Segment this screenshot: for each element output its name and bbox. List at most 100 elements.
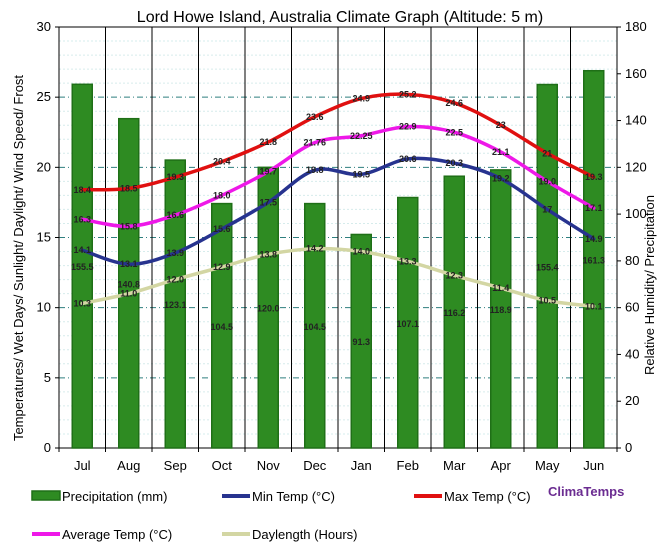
x-axis: Jul Aug Sep Oct Nov Dec Jan Feb Mar Apr May Jun [58,448,618,473]
left-tick-label: 5 [44,370,51,385]
legend-item-precipitation: Precipitation (mm) [31,489,167,504]
precipitation-bar [583,69,605,449]
chart-title: Lord Howe Island, Australia Climate Grap… [137,9,543,26]
min-temp-value-label: 14.9 [585,234,603,244]
max-temp-line [80,92,596,192]
average-temp-value-label: 15.8 [120,221,138,231]
precipitation-value-label: 140.8 [117,279,140,289]
min-temp-value-label: 20.6 [399,154,417,164]
min-temp-value-label: 19.2 [492,174,510,184]
min-temp-value-label: 19.8 [306,165,324,175]
x-tick-label: Aug [117,458,140,473]
average-temp-value-label: 21.76 [303,138,326,148]
right-axis-title: Relative Humidity/ Precipitation [642,195,657,375]
average-temp-series [80,124,596,229]
min-temp-line [80,156,596,266]
average-temp-value-label: 17.1 [585,203,603,213]
daylength-line [80,246,596,309]
left-axis-title: Temperatures/ Wet Days/ Sunlight/ Daylig… [11,75,26,441]
legend-item-average-temp: Average Temp (°C) [32,527,172,542]
right-tick-label: 80 [625,253,639,268]
daylength-value-label: 10.5 [538,296,556,306]
max-temp-value-label: 23.6 [306,112,324,122]
max-temp-value-label: 21.8 [259,137,277,147]
right-tick-label: 120 [625,159,647,174]
precipitation-value-label: 120.0 [257,304,280,314]
x-tick-label: Feb [397,458,419,473]
precipitation-value-label: 155.5 [71,262,94,272]
max-temp-value-label: 25.2 [399,89,417,99]
min-temp-value-label: 17 [542,204,552,214]
daylength-value-label: 12.3 [445,270,463,280]
min-temp-value-label: 14.1 [73,245,91,255]
precipitation-value-label: 104.5 [303,322,326,332]
legend-item-daylength: Daylength (Hours) [222,527,358,542]
precipitation-value-label: 104.5 [210,322,233,332]
daylength-value-label: 11.4 [492,283,509,293]
precipitation-value-label: 107.1 [396,319,419,329]
min-temp-series [80,156,596,266]
legend-label: Max Temp (°C) [444,489,531,504]
precipitation-value-label: 91.3 [352,337,370,347]
min-temp-value-label: 19.5 [352,169,370,179]
daylength-value-label: 10.3 [73,298,91,308]
precipitation-bar [304,202,326,449]
daylength-value-label: 12.9 [213,262,231,272]
precipitation-bar [350,233,372,449]
max-temp-value-label: 21 [542,148,552,158]
precipitation-bar [118,117,140,449]
daylength-value-label: 14.0 [352,247,370,257]
precipitation-bar [443,175,465,449]
daylength-value-label: 10.1 [585,301,603,311]
left-tick-label: 15 [37,230,51,245]
x-tick-label: Jan [351,458,372,473]
average-temp-value-label: 19.0 [538,176,556,186]
average-temp-value-label: 18.0 [213,190,231,200]
precipitation-value-label: 116.2 [443,308,465,318]
precipitation-value-label: 118.9 [490,305,512,315]
left-tick-label: 25 [37,89,51,104]
precipitation-bars [71,69,605,449]
precipitation-bar [536,83,558,449]
min-temp-value-label: 13.1 [120,259,138,269]
precipitation-value-label: 161.3 [582,255,605,265]
min-temp-value-label: 13.9 [166,248,184,258]
average-temp-value-label: 22.25 [350,131,373,141]
daylength-value-label: 11.0 [120,289,137,299]
x-tick-label: May [535,458,560,473]
grid-lines [58,26,618,449]
right-tick-label: 20 [625,393,639,408]
max-temp-value-label: 19.3 [585,172,603,182]
right-tick-label: 140 [625,113,647,128]
left-tick-label: 30 [37,19,51,34]
left-tick-label: 10 [37,300,51,315]
average-temp-value-label: 21.1 [492,147,510,157]
average-temp-value-label: 22.9 [399,122,417,132]
max-temp-value-label: 24.9 [352,94,370,104]
x-tick-label: Jun [583,458,604,473]
min-temp-value-label: 15.6 [213,224,231,234]
precipitation-bar [490,169,512,449]
daylength-value-label: 12.0 [166,275,184,285]
precipitation-value-label: 123.1 [164,300,187,310]
data-labels: 155.5 140.8 123.1 104.5 120.0 104.5 91.3 107.1 1… [71,89,605,347]
legend-label: Precipitation (mm) [62,489,167,504]
right-tick-label: 60 [625,300,639,315]
legend-swatch [31,490,61,501]
left-tick-label: 0 [44,440,51,455]
right-tick-label: 40 [625,346,639,361]
x-tick-label: Mar [443,458,466,473]
right-tick-label: 100 [625,206,647,221]
daylength-value-label: 13.3 [399,256,417,266]
x-tick-label: Oct [212,458,233,473]
precipitation-bar [257,166,279,449]
right-tick-label: 160 [625,66,647,81]
brand-logo-text: ClimaTemps [548,484,624,499]
left-tick-label: 20 [37,159,51,174]
max-temp-value-label: 24.6 [445,98,463,108]
max-temp-value-label: 20.4 [213,157,231,167]
legend-item-max-temp: Max Temp (°C) [414,489,531,504]
max-temp-value-label: 23 [496,120,506,130]
